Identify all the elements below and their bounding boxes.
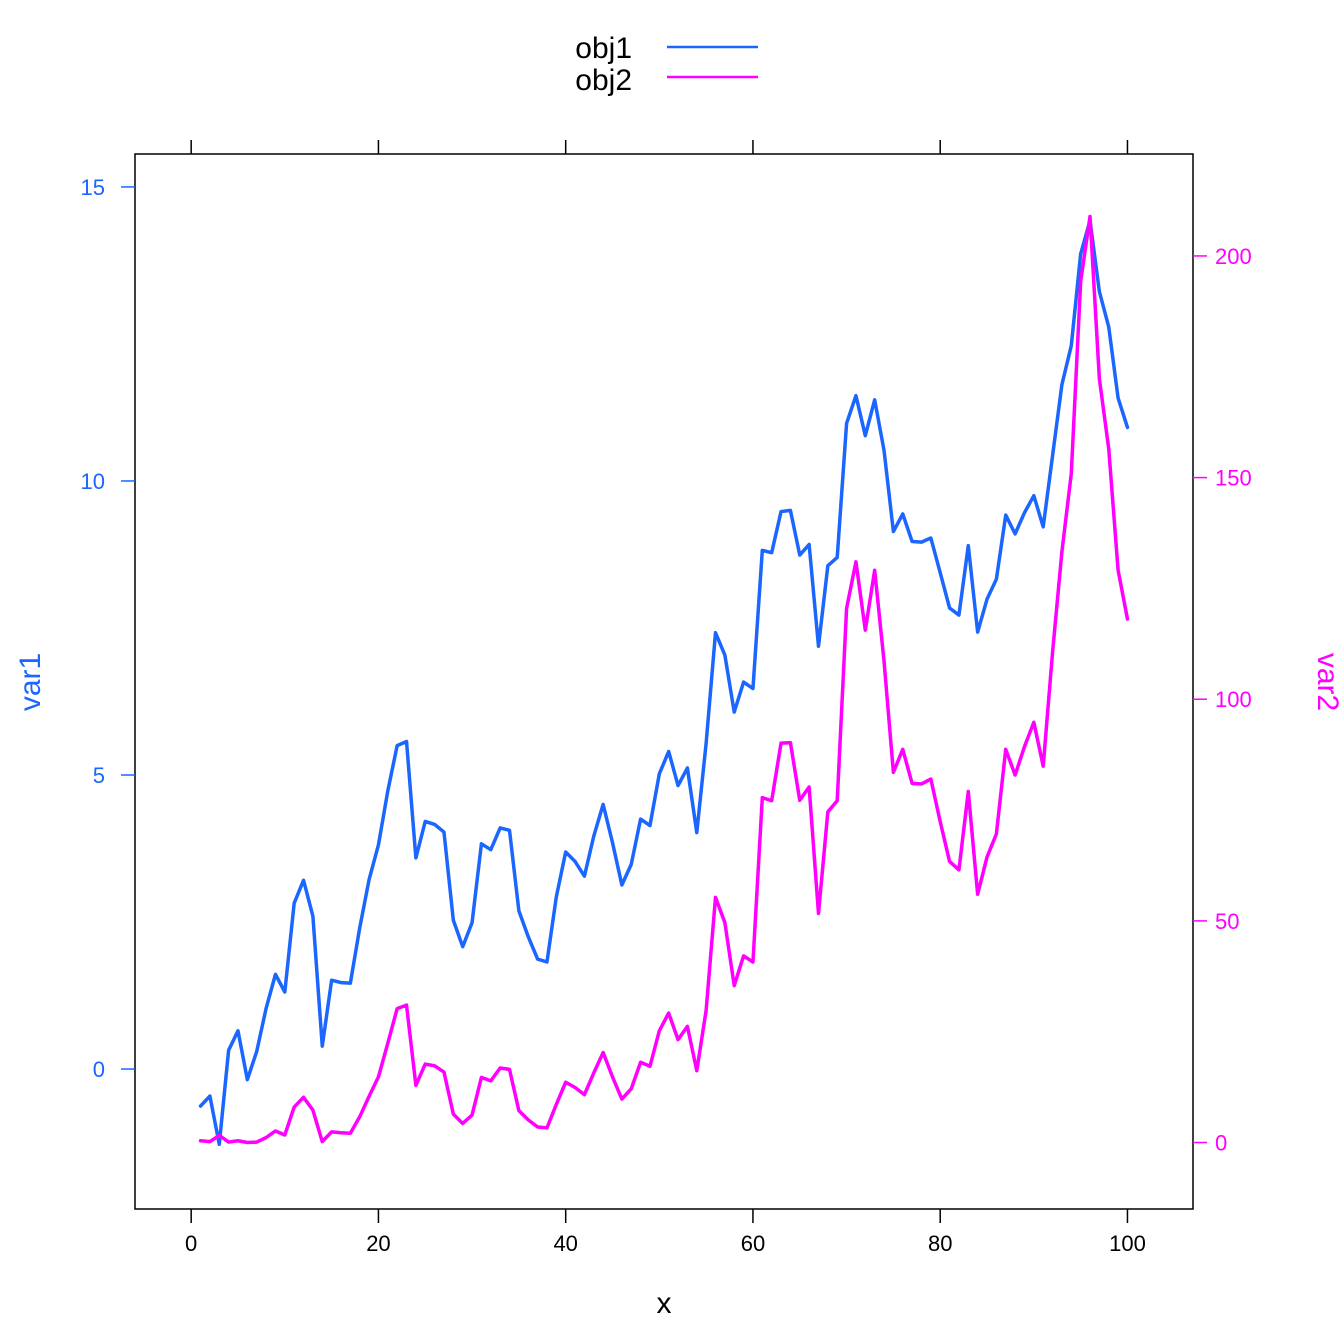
series-layer xyxy=(198,214,1130,1147)
x-tick-label: 20 xyxy=(366,1231,390,1256)
x-axis-title: x xyxy=(657,1287,672,1320)
plot-frame xyxy=(134,153,1194,1210)
legend-label-obj1: obj1 xyxy=(575,32,632,65)
x-tick-label: 80 xyxy=(928,1231,952,1256)
right-y-tick-label: 50 xyxy=(1215,909,1239,934)
left-y-axis-title: var1 xyxy=(14,653,47,711)
right-y-tick-label: 150 xyxy=(1215,466,1252,491)
right-y-axis: 0 50 100 150 200 xyxy=(1193,244,1252,1156)
x-axis: 0 20 40 60 80 100 xyxy=(185,140,1146,1256)
legend-label-obj2: obj2 xyxy=(575,64,632,97)
left-y-tick-label: 10 xyxy=(81,469,105,494)
series-line-obj2 xyxy=(198,214,1130,1145)
left-y-tick-label: 15 xyxy=(81,175,105,200)
left-y-axis: 0 5 10 15 xyxy=(81,175,135,1082)
left-y-tick-label: 0 xyxy=(93,1057,105,1082)
right-y-tick-label: 200 xyxy=(1215,244,1252,269)
left-y-tick-label: 5 xyxy=(93,763,105,788)
right-y-axis-title: var2 xyxy=(1311,653,1344,711)
x-tick-label: 100 xyxy=(1109,1231,1146,1256)
x-tick-label: 60 xyxy=(741,1231,765,1256)
right-y-tick-label: 0 xyxy=(1215,1131,1227,1156)
x-tick-label: 0 xyxy=(185,1231,197,1256)
legend: obj1 obj2 xyxy=(575,32,758,97)
right-y-tick-label: 100 xyxy=(1215,687,1252,712)
series-line-obj1 xyxy=(198,218,1130,1147)
x-tick-label: 40 xyxy=(553,1231,577,1256)
